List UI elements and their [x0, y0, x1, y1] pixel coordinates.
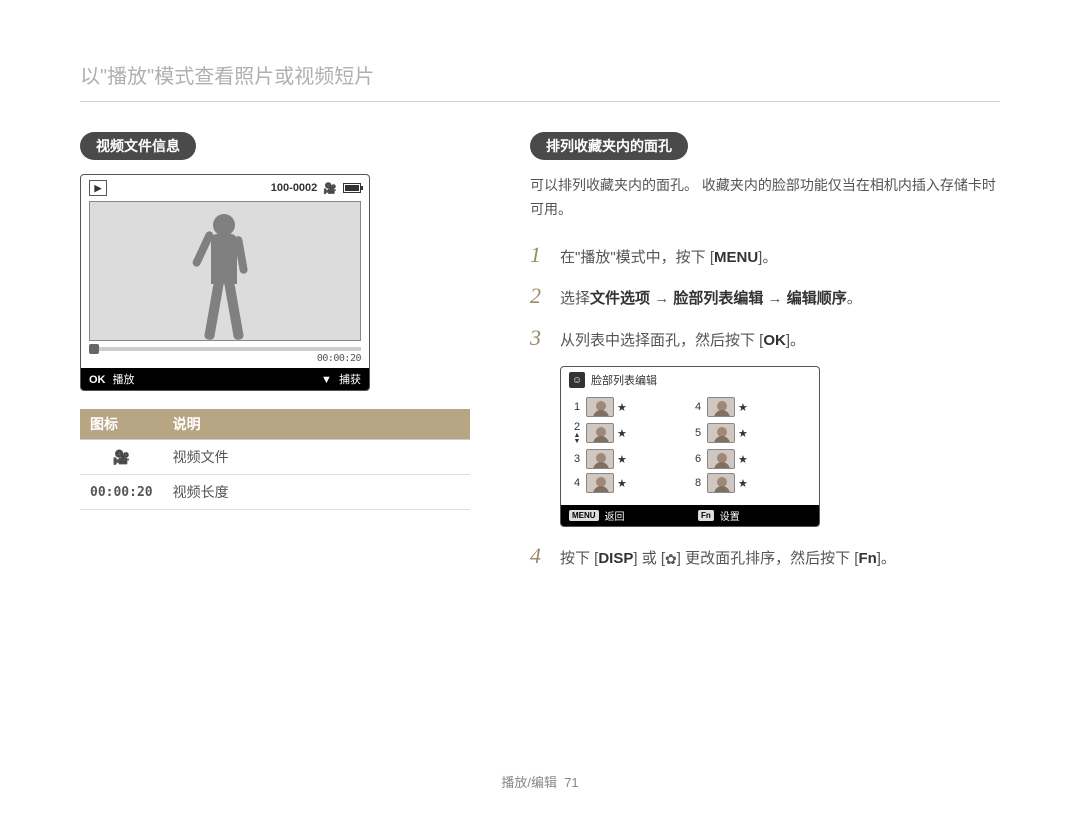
face-thumbnail [707, 473, 735, 493]
step-2: 2 选择文件选项 → 脸部列表编辑 → 编辑顺序。 [530, 283, 1000, 311]
step-text: 按下 [DISP] 或 [✿] 更改面孔排序，然后按下 [Fn]。 [560, 548, 896, 571]
face-number: 1 [571, 401, 583, 413]
face-thumbnail [586, 449, 614, 469]
face-panel-title: 脸部列表编辑 [591, 372, 657, 388]
face-thumbnail [586, 423, 614, 443]
step-number: 2 [530, 283, 548, 309]
step-number: 4 [530, 543, 548, 569]
face-number: 6 [692, 453, 704, 465]
step-3: 3 从列表中选择面孔，然后按下 [OK]。 [530, 325, 1000, 353]
face-number: 5 [692, 427, 704, 439]
set-label: 设置 [720, 508, 740, 523]
face-number: 4 [692, 401, 704, 413]
step-text: 在"播放"模式中，按下 [MENU]。 [560, 247, 777, 270]
left-column: 视频文件信息 ▶ 100-0002 🎥 [80, 132, 470, 585]
star-icon: ★ [738, 477, 750, 490]
play-label: 播放 [113, 374, 135, 386]
battery-icon [343, 183, 361, 193]
star-icon: ★ [738, 427, 750, 440]
step-text: 选择文件选项 → 脸部列表编辑 → 编辑顺序。 [560, 288, 862, 311]
table-row: 00:00:20视频长度 [80, 475, 470, 510]
step-number: 1 [530, 242, 548, 268]
face-thumbnail [586, 397, 614, 417]
playback-mode-icon: ▶ [89, 180, 107, 196]
icon-description-table: 图标 说明 🎥 视频文件00:00:20视频长度 [80, 409, 470, 510]
face-list-panel: ☺ 脸部列表编辑 1 ★ 4 ★ 2▲▼ ★ 5 ★ 3 ★ 6 ★ 4 ★ 8 ★ MENU 返回 Fn 设置 [560, 366, 820, 527]
video-time: 00:00:20 [81, 353, 369, 368]
video-preview-panel: ▶ 100-0002 🎥 [80, 174, 370, 391]
video-thumbnail [89, 201, 361, 341]
back-label: 返回 [605, 508, 625, 523]
right-column: 排列收藏夹内的面孔 可以排列收藏夹内的面孔。 收藏夹内的脸部功能仅当在相机内插入… [530, 132, 1000, 585]
video-mode-icon: 🎥 [323, 182, 337, 195]
face-edit-icon: ☺ [569, 372, 585, 388]
star-icon: ★ [617, 477, 629, 490]
table-header-desc: 说明 [163, 409, 470, 440]
table-desc-cell: 视频长度 [163, 475, 470, 510]
section-title-video-info: 视频文件信息 [80, 132, 196, 160]
table-row: 🎥 视频文件 [80, 440, 470, 475]
star-icon: ★ [617, 453, 629, 466]
capture-label: 捕获 [339, 374, 361, 386]
table-icon-cell: 00:00:20 [80, 475, 163, 510]
video-progress-bar [89, 347, 361, 351]
step-4: 4 按下 [DISP] 或 [✿] 更改面孔排序，然后按下 [Fn]。 [530, 543, 1000, 571]
face-number: 3 [571, 453, 583, 465]
ok-key-label: OK [89, 374, 106, 386]
file-counter: 100-0002 [271, 182, 318, 194]
face-number: 8 [692, 477, 704, 489]
face-number: 4 [571, 477, 583, 489]
video-file-icon: 🎥 [113, 449, 130, 466]
star-icon: ★ [617, 401, 629, 414]
star-icon: ★ [617, 427, 629, 440]
face-thumbnail [707, 449, 735, 469]
fn-key: Fn [698, 510, 714, 521]
table-desc-cell: 视频文件 [163, 440, 470, 475]
star-icon: ★ [738, 401, 750, 414]
capture-icon: ▼ [321, 374, 332, 386]
face-thumbnail [707, 397, 735, 417]
page-title: 以"播放"模式查看照片或视频短片 [80, 60, 1000, 102]
step-text: 从列表中选择面孔，然后按下 [OK]。 [560, 330, 805, 353]
menu-key: MENU [569, 510, 599, 521]
table-icon-cell: 🎥 [80, 440, 163, 475]
page-footer: 播放/编辑 71 [0, 772, 1080, 791]
face-thumbnail [586, 473, 614, 493]
section-title-sort-faces: 排列收藏夹内的面孔 [530, 132, 688, 160]
star-icon: ★ [738, 453, 750, 466]
step-1: 1 在"播放"模式中，按下 [MENU]。 [530, 242, 1000, 270]
face-thumbnail [707, 423, 735, 443]
step-number: 3 [530, 325, 548, 351]
table-header-icon: 图标 [80, 409, 163, 440]
face-number: 2▲▼ [571, 421, 583, 445]
intro-text: 可以排列收藏夹内的面孔。 收藏夹内的脸部功能仅当在相机内插入存储卡时可用。 [530, 174, 1000, 222]
